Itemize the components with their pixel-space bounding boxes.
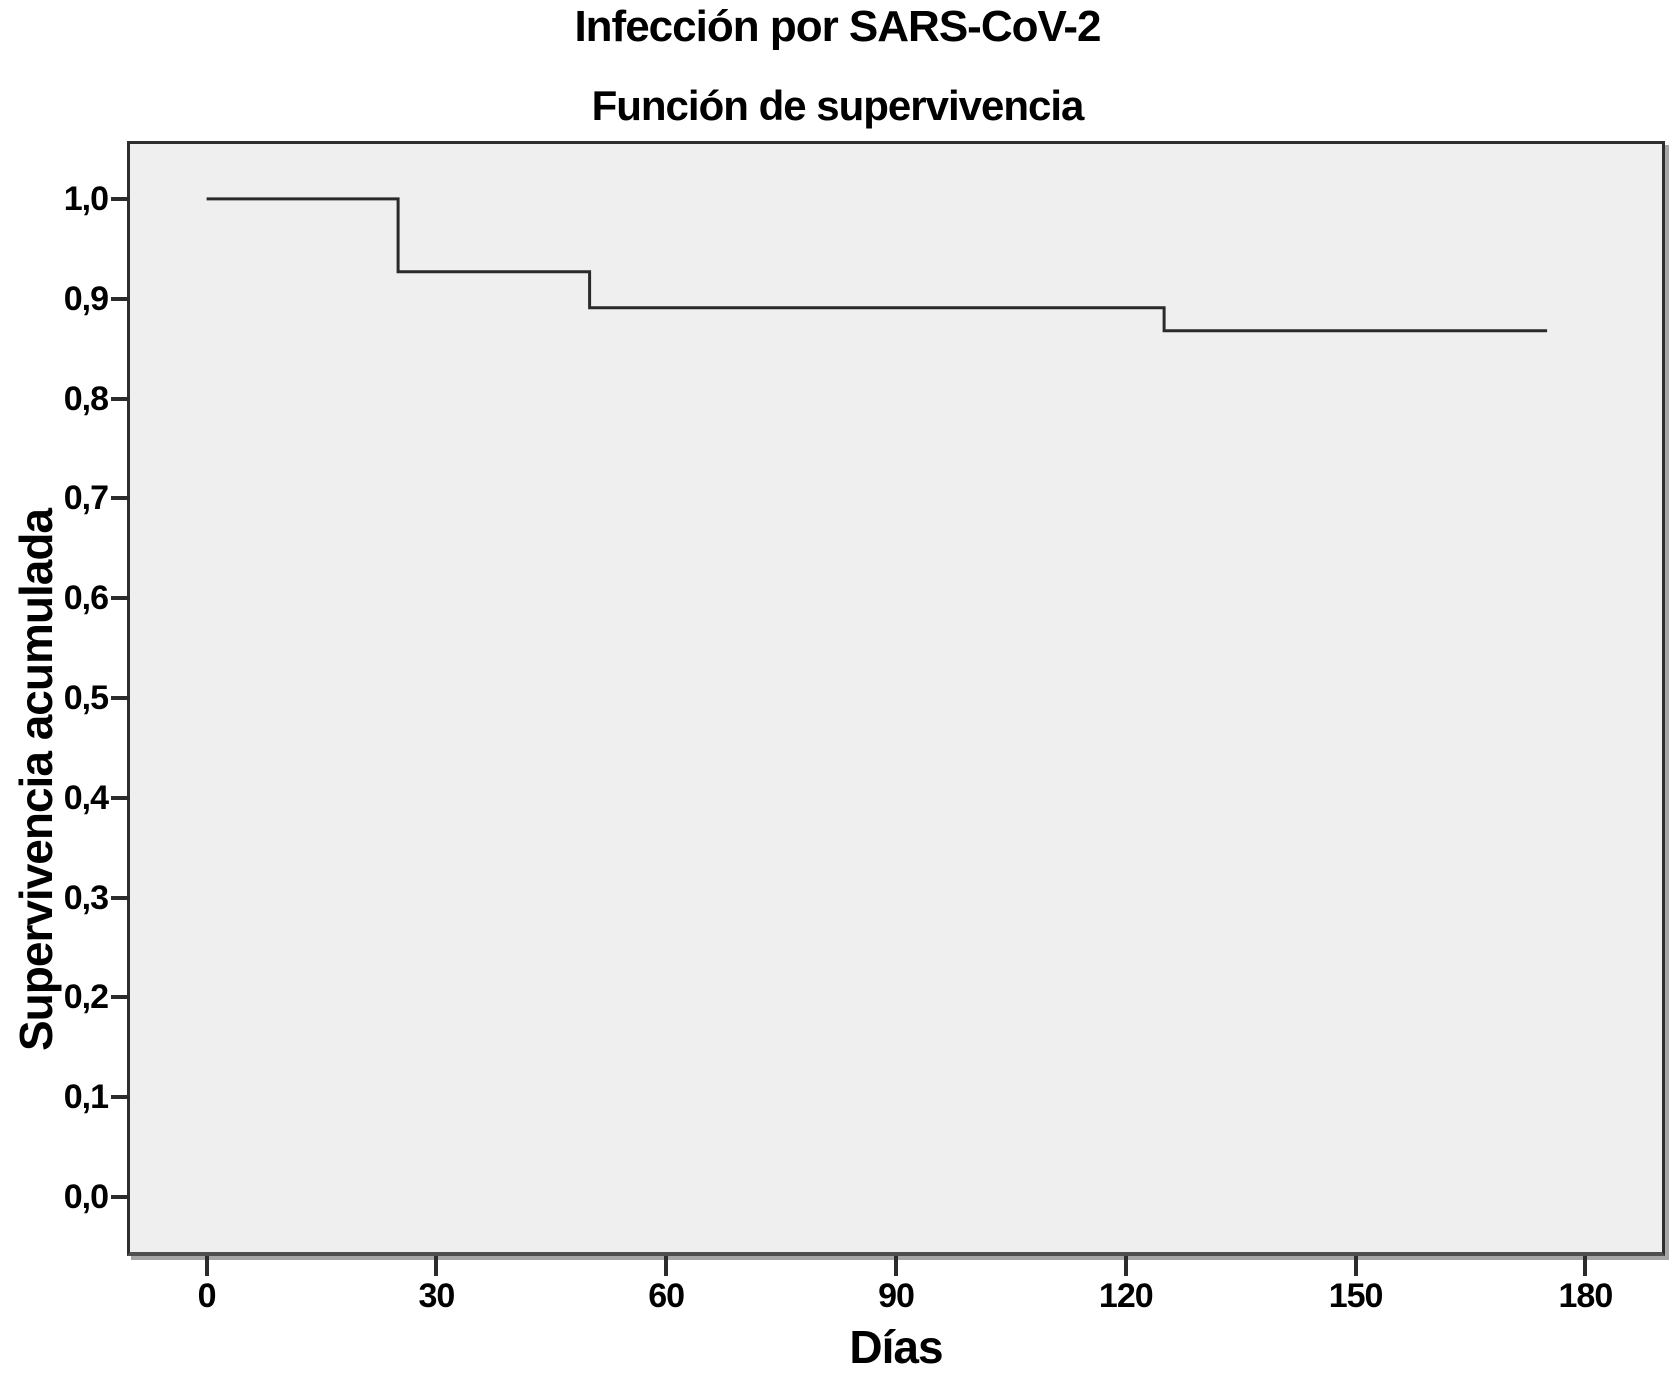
y-tick-label: 0,4 bbox=[63, 778, 109, 817]
y-tick-mark bbox=[111, 696, 130, 700]
y-tick-label: 0,9 bbox=[63, 279, 109, 318]
x-tick-mark bbox=[894, 1256, 898, 1276]
x-tick-label: 30 bbox=[418, 1277, 455, 1315]
y-tick-label: 0,6 bbox=[63, 579, 109, 618]
y-tick-label: 0,5 bbox=[63, 679, 109, 717]
x-tick-mark bbox=[1123, 1256, 1128, 1276]
y-tick-label: 0,3 bbox=[63, 878, 109, 917]
chart-subtitle: Función de supervivencia bbox=[591, 82, 1085, 129]
y-tick-mark bbox=[111, 1195, 130, 1200]
y-tick-label: 0,0 bbox=[63, 1178, 109, 1217]
y-tick-mark bbox=[111, 496, 130, 501]
x-tick-label: 120 bbox=[1098, 1277, 1154, 1315]
chart-title: Infección por SARS-CoV-2 bbox=[574, 2, 1101, 51]
x-tick-mark bbox=[1583, 1256, 1588, 1276]
x-tick-label: 60 bbox=[648, 1277, 685, 1315]
x-tick-label: 0 bbox=[197, 1277, 217, 1315]
y-tick-label: 0,2 bbox=[63, 978, 109, 1017]
y-tick-mark bbox=[111, 1095, 130, 1100]
x-tick-mark bbox=[434, 1256, 439, 1276]
y-tick-label: 1,0 bbox=[63, 179, 109, 218]
y-tick-label: 0,1 bbox=[63, 1078, 109, 1117]
y-tick-label: 0,7 bbox=[63, 479, 109, 518]
y-tick-mark bbox=[111, 396, 130, 401]
y-tick-label: 0,8 bbox=[63, 379, 109, 418]
x-tick-mark bbox=[204, 1256, 209, 1276]
x-tick-mark bbox=[664, 1256, 669, 1276]
x-tick-label: 180 bbox=[1558, 1277, 1614, 1315]
plot-area bbox=[127, 141, 1665, 1256]
x-tick-label: 150 bbox=[1328, 1277, 1384, 1315]
x-axis-title: Días bbox=[849, 1321, 943, 1373]
x-tick-label: 90 bbox=[878, 1277, 915, 1315]
y-tick-mark bbox=[111, 795, 130, 800]
y-tick-mark bbox=[111, 596, 130, 601]
y-tick-mark bbox=[111, 995, 130, 1000]
y-tick-mark bbox=[111, 895, 130, 900]
y-tick-mark bbox=[111, 296, 130, 301]
y-tick-mark bbox=[111, 196, 130, 201]
x-tick-mark bbox=[1353, 1256, 1358, 1276]
